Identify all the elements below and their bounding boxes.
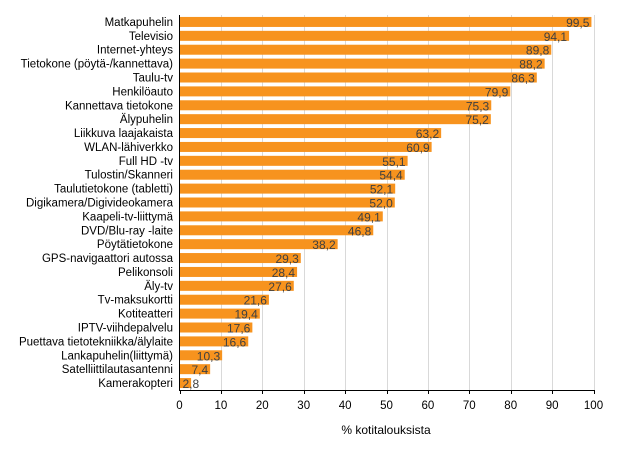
x-tick-label: 10	[215, 400, 228, 412]
category-label: Kaapeli-tv-liittymä	[82, 211, 173, 223]
bar	[179, 266, 298, 277]
bar	[179, 294, 269, 305]
data-label: 60,9	[406, 141, 430, 155]
data-label: 7,4	[191, 363, 208, 377]
category-label: WLAN-lähiverkko	[84, 142, 173, 154]
category-label: Puettava tietotekniikka/älylaite	[19, 336, 173, 348]
category-label: Tietokone (pöytä-/kannettava)	[21, 59, 174, 71]
category-labels: Matkapuhelin Televisio Internet-yhteys Tiet…	[19, 17, 174, 390]
category-label: IPTV-viihdepalvelu	[78, 323, 173, 335]
category-label: Tv-maksukortti	[98, 295, 173, 307]
bar	[179, 30, 570, 41]
bar	[179, 100, 492, 111]
data-label: 52,1	[370, 183, 394, 197]
bar	[179, 239, 338, 250]
category-label: Full HD -tv	[119, 156, 174, 168]
data-label: 17,6	[227, 322, 251, 336]
data-label: 19,4	[234, 308, 258, 322]
bar	[179, 336, 249, 347]
bar	[179, 114, 491, 125]
bar	[179, 58, 545, 69]
data-label: 38,2	[312, 238, 336, 252]
data-label: 88,2	[519, 58, 543, 72]
bar	[179, 183, 396, 194]
data-label: 75,3	[466, 99, 490, 113]
bar	[179, 44, 552, 55]
data-labels: 99,594,189,888,286,379,975,375,2 63,260,9…	[183, 16, 590, 391]
category-label: Taulu-tv	[133, 73, 174, 85]
bar	[179, 253, 301, 264]
data-label: 99,5	[566, 16, 590, 30]
bar	[179, 280, 294, 291]
x-tick-label: 60	[422, 400, 435, 412]
x-axis-title: % kotitalouksista	[341, 423, 431, 437]
category-label: Äly-tv	[144, 281, 173, 293]
x-tick-label: 50	[380, 400, 393, 412]
data-label: 55,1	[382, 155, 406, 169]
bar	[179, 141, 432, 152]
x-tick-label: 80	[504, 400, 517, 412]
bar	[179, 308, 260, 319]
x-tick-label: 20	[256, 400, 269, 412]
data-label: 10,3	[197, 349, 221, 363]
data-label: 94,1	[544, 30, 568, 44]
bar	[179, 169, 405, 180]
category-label: Digikamera/Digivideokamera	[26, 198, 174, 210]
category-label: Henkilöauto	[112, 86, 173, 98]
bar	[179, 16, 592, 27]
bar	[179, 128, 442, 139]
data-label: 29,3	[275, 252, 299, 266]
category-label: Matkapuhelin	[105, 17, 173, 29]
category-label: Kannettava tietokone	[65, 100, 173, 112]
category-label: Tulostin/Skanneri	[85, 170, 173, 182]
category-label: Internet-yhteys	[97, 45, 173, 57]
category-label: Älypuhelin	[120, 114, 173, 126]
category-label: Kamerakopteri	[98, 378, 173, 390]
data-label: 63,2	[416, 127, 440, 141]
category-label: Liikkuva laajakaista	[74, 128, 174, 140]
category-label: Satelliittilautasantenni	[62, 364, 173, 376]
data-label: 16,6	[223, 335, 247, 349]
data-label: 54,4	[379, 169, 403, 183]
data-label: 52,0	[369, 197, 393, 211]
data-label: 89,8	[526, 44, 550, 58]
x-tick-label: 100	[584, 400, 603, 412]
x-tick-label: 90	[546, 400, 559, 412]
category-label: DVD/Blu-ray -laite	[81, 225, 173, 237]
bar	[179, 350, 223, 361]
bar	[179, 364, 211, 375]
bar	[179, 86, 511, 97]
data-label: 21,6	[244, 294, 268, 308]
x-tick-labels: 0 10 20 30 40 50 60 70 80 90 100	[176, 400, 603, 412]
category-label: Televisio	[129, 31, 173, 43]
category-label: Pelikonsoli	[118, 267, 173, 279]
data-label: 2,8	[183, 377, 200, 391]
data-label: 86,3	[511, 72, 535, 86]
x-tick-label: 70	[463, 400, 476, 412]
x-tick-label: 0	[176, 400, 182, 412]
bar	[179, 197, 395, 208]
bar	[179, 72, 537, 83]
category-label: GPS-navigaattori autossa	[42, 253, 174, 265]
bars	[179, 16, 592, 389]
data-label: 75,2	[465, 113, 489, 127]
data-label: 79,9	[485, 85, 509, 99]
data-label: 49,1	[357, 210, 381, 224]
data-label: 46,8	[348, 224, 372, 238]
category-label: Taulutietokone (tabletti)	[54, 184, 173, 196]
bar	[179, 225, 374, 236]
x-tick-label: 40	[339, 400, 352, 412]
data-label: 27,6	[268, 280, 292, 294]
bar	[179, 378, 192, 389]
category-label: Kotiteatteri	[118, 309, 173, 321]
data-label: 28,4	[272, 266, 296, 280]
category-label: Lankapuhelin(liittymä)	[61, 350, 173, 362]
x-tick-label: 30	[297, 400, 310, 412]
bar	[179, 155, 408, 166]
bar	[179, 322, 253, 333]
category-label: Pöytätietokone	[97, 239, 173, 251]
bar	[179, 211, 383, 222]
